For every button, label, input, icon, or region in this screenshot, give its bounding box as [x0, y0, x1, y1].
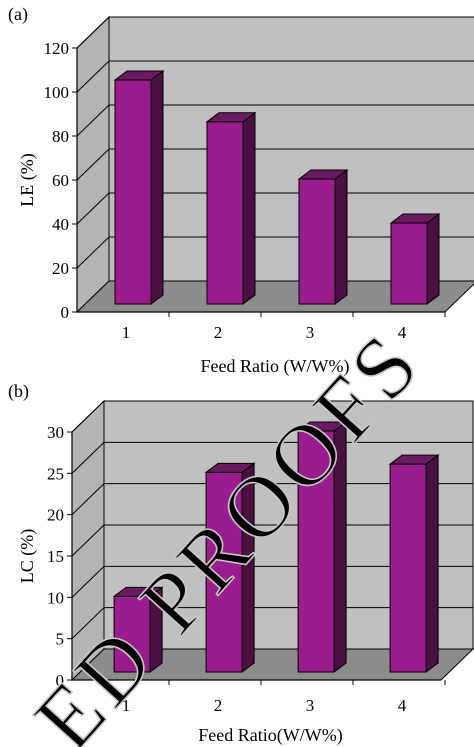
gridline	[76, 236, 474, 269]
y-tick-label: 25	[47, 464, 64, 483]
y-tick-label: 20	[52, 259, 69, 278]
bar-top	[205, 112, 257, 123]
x-tick-label: 1	[122, 323, 131, 342]
gridline	[76, 16, 474, 49]
bar-top	[388, 454, 440, 465]
gridline	[71, 400, 473, 433]
gridline	[76, 148, 474, 181]
bar-top	[113, 70, 165, 81]
gridline	[76, 104, 474, 137]
bar-front	[390, 222, 428, 305]
x-axis-title: Feed Ratio (W/W%)	[201, 356, 350, 377]
gridline	[71, 607, 473, 640]
bar-front	[389, 463, 427, 673]
bar-top	[389, 213, 441, 224]
x-tick-label: 3	[306, 696, 315, 715]
y-tick-label: 5	[56, 630, 65, 649]
bar	[296, 421, 348, 673]
y-tick-label: 30	[47, 423, 64, 442]
x-tick-label: 4	[398, 696, 407, 715]
y-tick-label: 10	[47, 588, 64, 607]
y-tick-label: 0	[56, 671, 65, 690]
gridline	[71, 565, 473, 598]
chart-panel-a: 0 20 40 60 80 100 120 1 2 3 4 Feed Ratio (W/W%) LE (…	[8, 4, 474, 377]
y-axis-title: LC (%)	[17, 529, 38, 583]
bar-side	[334, 169, 348, 305]
bar	[205, 111, 257, 305]
bar-front	[298, 178, 336, 305]
panel-label: (a)	[8, 4, 28, 25]
gridline	[71, 524, 473, 557]
bar-side	[426, 213, 440, 305]
gridline	[76, 192, 474, 225]
bar-front	[206, 121, 244, 305]
bar	[389, 213, 441, 305]
chart-panel-b: 0 5 10 15 20 25 30 1 2 3 4 Feed Ratio(W/W%) LC (%) (b…	[8, 381, 474, 746]
y-tick-label: 100	[44, 83, 70, 102]
y-tick-label: 0	[61, 303, 70, 322]
y-tick-label: 40	[52, 215, 69, 234]
y-axis-title: LE (%)	[17, 153, 38, 206]
y-tick-label: 15	[47, 547, 64, 566]
bar-front	[114, 79, 152, 305]
bar-side	[150, 70, 164, 305]
gridline	[76, 60, 474, 93]
gridline	[71, 483, 473, 516]
bar	[297, 169, 349, 305]
x-tick-label: 1	[122, 696, 131, 715]
panel-label: (b)	[8, 381, 29, 402]
y-tick-label: 20	[47, 506, 64, 525]
y-tick-label: 60	[52, 171, 69, 190]
x-tick-label: 2	[214, 323, 223, 342]
x-tick-label: 2	[214, 696, 223, 715]
bar	[204, 462, 256, 673]
bar	[388, 454, 440, 673]
y-tick-label: 120	[44, 39, 70, 58]
x-axis-title: Feed Ratio(W/W%)	[198, 725, 342, 746]
gridline	[71, 441, 473, 474]
bar	[112, 586, 164, 673]
bar-top	[297, 169, 349, 180]
x-tick-label: 4	[398, 323, 407, 342]
bar-top	[204, 462, 256, 473]
bar-side	[425, 454, 439, 673]
bar	[113, 70, 165, 305]
x-tick-label: 3	[306, 323, 315, 342]
y-tick-label: 80	[52, 127, 69, 146]
bar-top	[296, 421, 348, 432]
bar-top	[112, 586, 164, 597]
bar-side	[242, 111, 256, 305]
